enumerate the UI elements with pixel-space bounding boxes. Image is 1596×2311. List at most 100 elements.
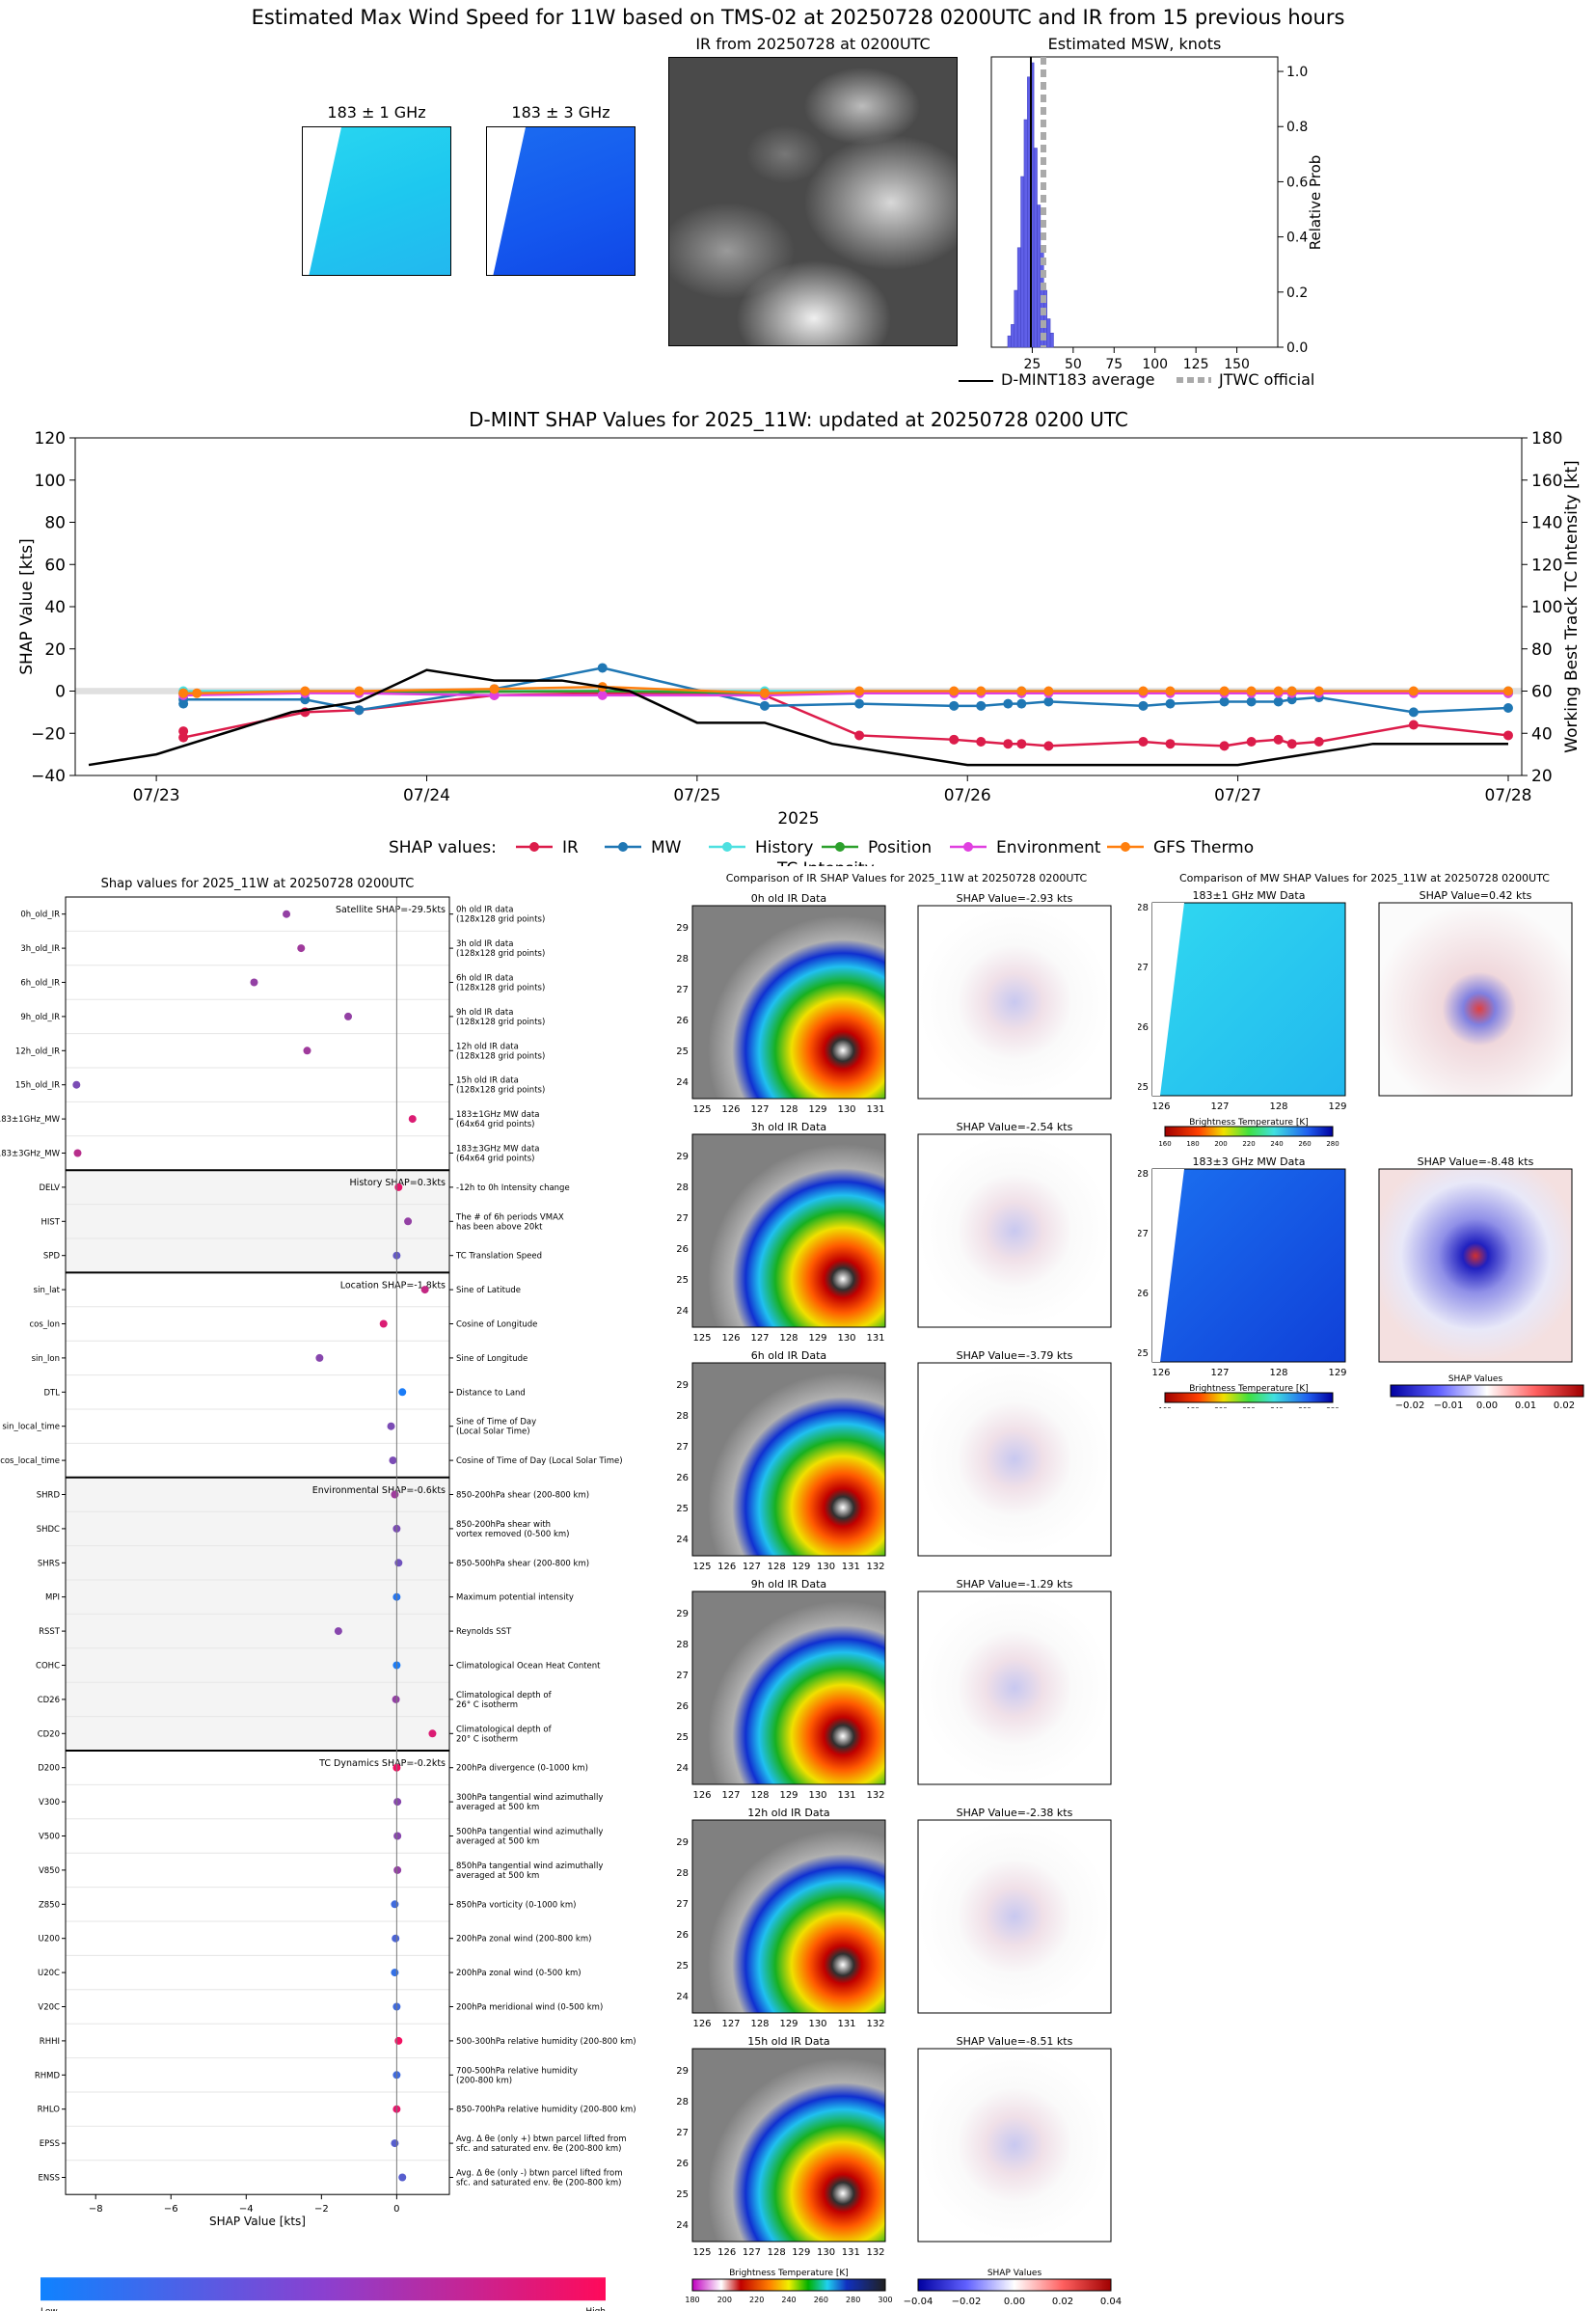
feature-desc: 26° C isotherm — [456, 1700, 518, 1710]
ts-xtick: 07/24 — [403, 786, 450, 805]
series-line-ir — [181, 692, 1509, 748]
hist-bar — [1011, 324, 1015, 348]
mw-xtick: 127 — [1210, 1368, 1229, 1378]
ir-ytick: 27 — [676, 1213, 689, 1224]
hist-bar — [1014, 289, 1018, 348]
ts-xtick: 07/26 — [944, 786, 991, 805]
ir-data-image — [691, 905, 886, 1100]
series-point — [759, 688, 770, 698]
feature-desc: (128x128 grid points) — [456, 1018, 545, 1027]
mw-bt-tick: 260 — [1298, 1406, 1311, 1408]
mw1-image — [302, 126, 451, 276]
ir-ytick: 28 — [676, 2097, 689, 2107]
ir-shap-image — [917, 1362, 1112, 1557]
ir-ytick: 28 — [676, 1183, 689, 1193]
shap-point — [394, 2036, 403, 2045]
ir-ytick: 25 — [676, 2189, 689, 2200]
ir-shap-colorbar — [917, 2278, 1112, 2292]
ir-bt-tick: 180 — [685, 2296, 699, 2304]
feature-desc: The # of 6h periods VMAX — [455, 1212, 564, 1222]
series-point — [1502, 703, 1513, 713]
ts-y2tick: 140 — [1531, 514, 1562, 533]
feature-name: 0h_old_IR — [20, 911, 60, 920]
ir-bt-colorbar — [691, 2278, 886, 2292]
shap-point — [404, 1217, 413, 1226]
ts-y2tick: 40 — [1531, 724, 1553, 744]
ir-ytick: 24 — [676, 1306, 689, 1317]
feature-desc: Sine of Longitude — [456, 1354, 527, 1364]
ir-shap-title: SHAP Value=-3.79 kts — [957, 1349, 1073, 1362]
mw-bt-tick: 240 — [1270, 1140, 1283, 1148]
ir-ytick: 26 — [676, 1701, 689, 1712]
series-point — [1273, 734, 1284, 745]
ir-shap-tick: 0.04 — [1100, 2297, 1122, 2307]
ir-ytick: 27 — [676, 1671, 689, 1681]
feature-name: D200 — [38, 1764, 60, 1774]
series-point — [1219, 686, 1230, 696]
ir-xtick: 130 — [808, 1790, 826, 1801]
hist-bar — [1023, 119, 1028, 348]
ir-comparison-title: Comparison of IR SHAP Values for 2025_11… — [726, 872, 1088, 884]
ir-bt-label: Brightness Temperature [K] — [729, 2269, 849, 2278]
feature-desc: Cosine of Longitude — [456, 1320, 537, 1330]
hist-ytick: 0.8 — [1286, 120, 1308, 135]
ir-ytick: 26 — [676, 1930, 689, 1941]
ir-shap-image — [917, 1819, 1112, 2014]
series-point — [1313, 686, 1324, 696]
ir-panel-title: 12h old IR Data — [747, 1807, 829, 1819]
ts-xlabel: 2025 — [777, 809, 819, 829]
ir-shap-image — [917, 905, 1112, 1100]
series-point — [192, 688, 203, 698]
ir-data-image — [691, 1819, 886, 2014]
feature-desc: Avg. Δ θe (only +) btwn parcel lifted fr… — [456, 2134, 627, 2144]
ir-xtick: 128 — [750, 1790, 769, 1801]
scatter-xlabel: SHAP Value [kts] — [209, 2215, 306, 2228]
mw-bt-tick: 280 — [1326, 1406, 1339, 1408]
legend-history: History — [755, 838, 813, 857]
mw-ytick: 26 — [1138, 1289, 1149, 1299]
feature-desc: has been above 20kt — [456, 1222, 543, 1232]
series-point — [1246, 696, 1257, 707]
mw-bt-tick: 160 — [1158, 1140, 1171, 1148]
ir-shap-title: SHAP Value=-2.54 kts — [957, 1121, 1073, 1133]
ir-shap-title: SHAP Value=-2.93 kts — [957, 892, 1073, 905]
series-point — [300, 686, 311, 696]
ir-ytick: 28 — [676, 1868, 689, 1879]
feature-desc: Climatological Ocean Heat Content — [456, 1662, 601, 1672]
ir-ytick: 29 — [676, 1837, 689, 1848]
ir-panel-title: 6h old IR Data — [751, 1349, 826, 1362]
series-point — [1003, 739, 1014, 749]
ir-ytick: 26 — [676, 1244, 689, 1255]
ir-xtick: 125 — [692, 1333, 711, 1344]
ir-ytick: 26 — [676, 1473, 689, 1483]
ir-bt-tick: 280 — [846, 2296, 860, 2304]
ir-panel-title: 15h old IR Data — [747, 2035, 829, 2048]
feature-name: MPI — [45, 1593, 60, 1603]
ir-xtick: 130 — [817, 2247, 835, 2258]
mw-bt-tick: 280 — [1326, 1140, 1339, 1148]
ts-y2tick: 60 — [1531, 683, 1553, 702]
feature-desc: Climatological depth of — [456, 1725, 553, 1734]
mw-xtick: 126 — [1151, 1368, 1170, 1378]
ir-data-image — [691, 2048, 886, 2243]
mw2-title: 183 ± 3 GHz — [511, 103, 610, 122]
feature-name: EPSS — [40, 2139, 60, 2149]
scatter-xtick: −6 — [164, 2204, 178, 2215]
ir-shap-title: SHAP Value=-1.29 kts — [957, 1578, 1073, 1591]
ir-xtick: 131 — [837, 1790, 855, 1801]
ir-xtick: 130 — [837, 1333, 855, 1344]
feature-name: U20C — [38, 1969, 60, 1978]
ir-xtick: 125 — [692, 1104, 711, 1115]
feature-name: U200 — [39, 1935, 60, 1944]
shap-point — [315, 1353, 324, 1362]
feature-desc: Maximum potential intensity — [456, 1593, 574, 1603]
hist-ytick: 0.6 — [1286, 175, 1308, 190]
ir-xtick: 127 — [750, 1333, 769, 1344]
ir-ytick: 28 — [676, 1411, 689, 1422]
ir-ytick: 24 — [676, 1992, 689, 2002]
mw-bt-label: Brightness Temperature [K] — [1189, 1118, 1309, 1128]
shap-point — [391, 1900, 399, 1909]
series-point — [178, 732, 189, 743]
series-line-mw — [181, 666, 1509, 714]
ir-xtick: 130 — [808, 2019, 826, 2029]
